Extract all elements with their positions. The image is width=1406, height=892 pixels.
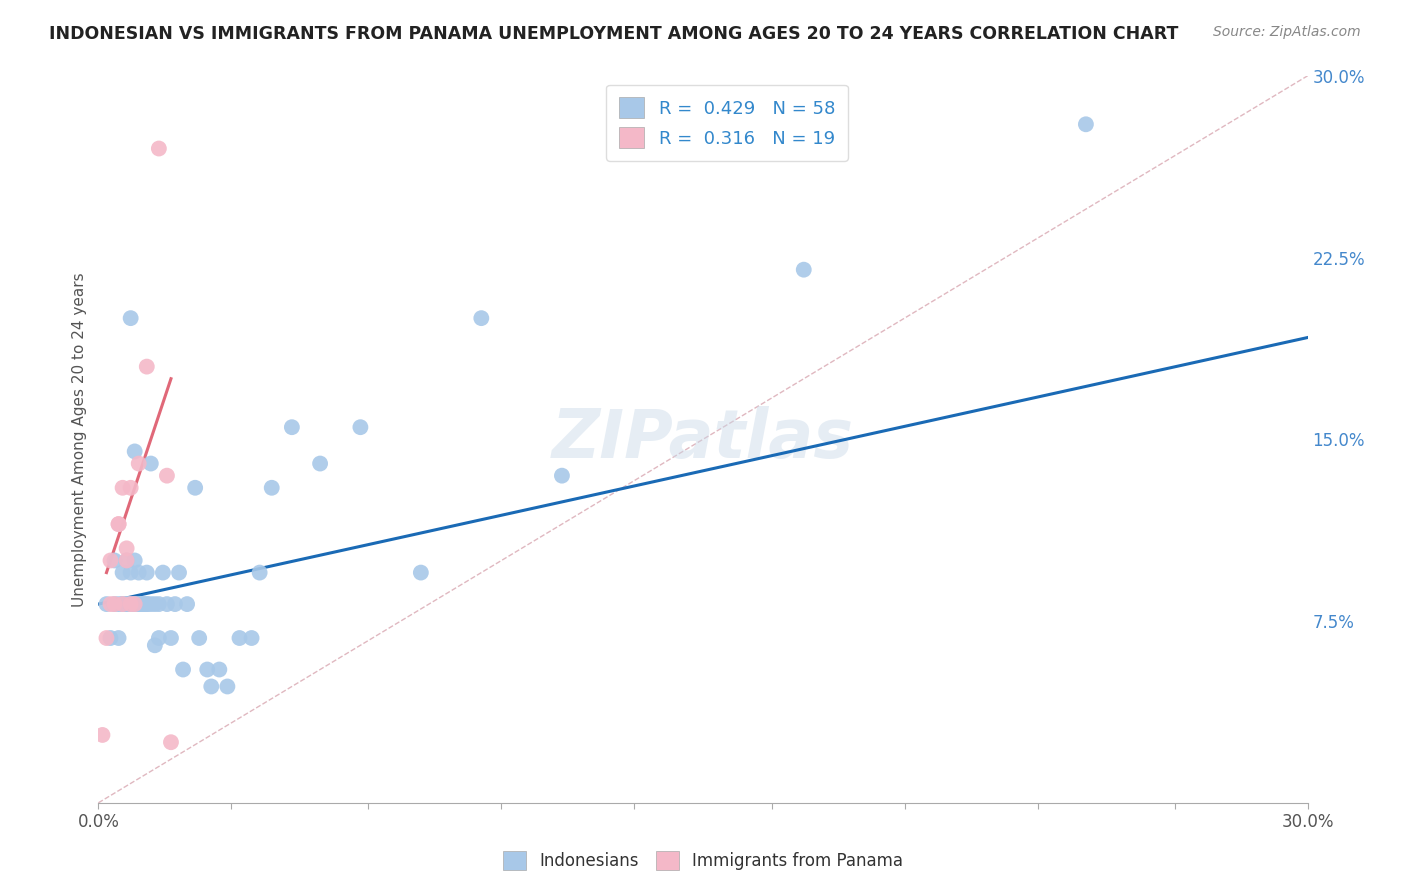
Point — [260, 481, 283, 495]
Point — [281, 420, 304, 434]
Point — [120, 481, 142, 495]
Point — [551, 468, 574, 483]
Point — [115, 597, 138, 611]
Point — [249, 566, 271, 580]
Point — [120, 597, 142, 611]
Legend: Indonesians, Immigrants from Panama: Indonesians, Immigrants from Panama — [496, 844, 910, 877]
Point — [167, 566, 190, 580]
Point — [107, 597, 129, 611]
Point — [184, 481, 207, 495]
Point — [124, 444, 146, 458]
Point — [124, 553, 146, 567]
Point — [115, 553, 138, 567]
Point — [148, 141, 170, 155]
Point — [135, 566, 157, 580]
Text: Source: ZipAtlas.com: Source: ZipAtlas.com — [1213, 25, 1361, 39]
Y-axis label: Unemployment Among Ages 20 to 24 years: Unemployment Among Ages 20 to 24 years — [72, 272, 87, 607]
Point — [200, 680, 222, 694]
Point — [111, 597, 134, 611]
Point — [139, 597, 162, 611]
Point — [107, 517, 129, 532]
Point — [148, 631, 170, 645]
Point — [409, 566, 432, 580]
Point — [96, 597, 118, 611]
Point — [152, 566, 174, 580]
Point — [163, 597, 186, 611]
Point — [208, 663, 231, 677]
Point — [111, 597, 134, 611]
Point — [132, 597, 155, 611]
Point — [124, 597, 146, 611]
Point — [156, 468, 179, 483]
Point — [103, 597, 125, 611]
Point — [128, 566, 150, 580]
Point — [1074, 117, 1097, 131]
Point — [111, 481, 134, 495]
Point — [188, 631, 211, 645]
Point — [139, 457, 162, 471]
Point — [115, 597, 138, 611]
Point — [135, 597, 157, 611]
Point — [176, 597, 198, 611]
Point — [100, 597, 122, 611]
Point — [100, 553, 122, 567]
Point — [128, 457, 150, 471]
Point — [107, 631, 129, 645]
Point — [160, 631, 183, 645]
Point — [135, 597, 157, 611]
Point — [160, 735, 183, 749]
Point — [111, 597, 134, 611]
Point — [309, 457, 332, 471]
Point — [100, 631, 122, 645]
Point — [120, 566, 142, 580]
Point — [195, 663, 218, 677]
Point — [128, 597, 150, 611]
Point — [132, 597, 155, 611]
Point — [103, 553, 125, 567]
Legend: R =  0.429   N = 58, R =  0.316   N = 19: R = 0.429 N = 58, R = 0.316 N = 19 — [606, 85, 848, 161]
Point — [172, 663, 194, 677]
Text: INDONESIAN VS IMMIGRANTS FROM PANAMA UNEMPLOYMENT AMONG AGES 20 TO 24 YEARS CORR: INDONESIAN VS IMMIGRANTS FROM PANAMA UNE… — [49, 25, 1178, 43]
Point — [135, 359, 157, 374]
Point — [120, 597, 142, 611]
Point — [120, 311, 142, 326]
Point — [96, 631, 118, 645]
Text: ZIPatlas: ZIPatlas — [553, 407, 853, 472]
Point — [103, 597, 125, 611]
Point — [793, 262, 815, 277]
Point — [143, 638, 166, 652]
Point — [124, 597, 146, 611]
Point — [228, 631, 250, 645]
Point — [111, 566, 134, 580]
Point — [115, 553, 138, 567]
Point — [240, 631, 263, 645]
Point — [91, 728, 114, 742]
Point — [107, 517, 129, 532]
Point — [470, 311, 492, 326]
Point — [156, 597, 179, 611]
Point — [143, 597, 166, 611]
Point — [217, 680, 239, 694]
Point — [124, 597, 146, 611]
Point — [128, 597, 150, 611]
Point — [148, 597, 170, 611]
Point — [115, 541, 138, 556]
Point — [349, 420, 371, 434]
